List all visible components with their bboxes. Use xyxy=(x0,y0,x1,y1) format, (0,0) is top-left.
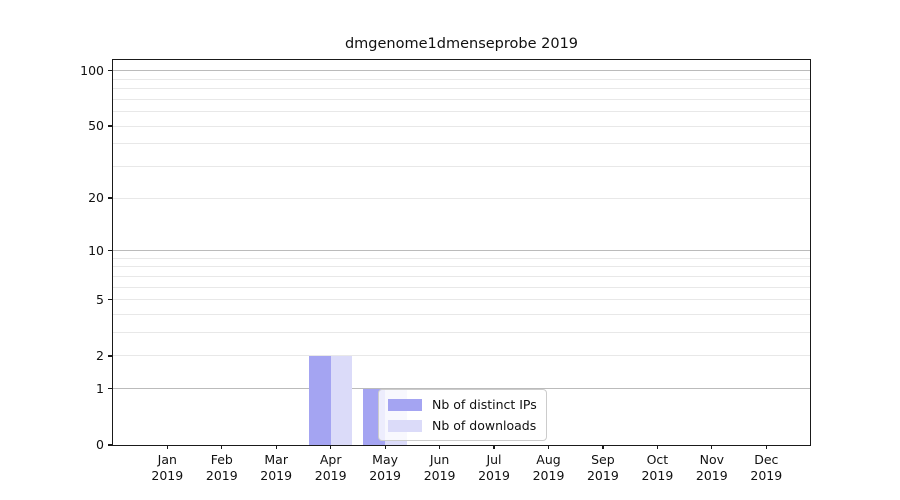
minor-gridline xyxy=(113,257,810,259)
major-gridline xyxy=(113,388,810,390)
x-tick-month: Jun xyxy=(429,452,450,467)
legend-item-downloads: Nb of downloads xyxy=(388,417,537,434)
x-tick-label-jun: Jun 2019 xyxy=(413,452,467,483)
x-tick-year: 2019 xyxy=(641,467,674,483)
y-tick-label: 2 xyxy=(96,347,104,363)
x-tick-mark xyxy=(547,445,550,449)
y-tick-label: 0 xyxy=(96,437,104,452)
y-tick-label: 5 xyxy=(96,291,104,307)
x-tick-label-oct: Oct 2019 xyxy=(630,452,684,483)
x-tick-year: 2019 xyxy=(695,467,728,483)
bar-downloads xyxy=(330,355,353,445)
y-tick-mark xyxy=(108,444,112,446)
minor-gridline xyxy=(113,125,810,127)
x-tick-label-nov: Nov 2019 xyxy=(685,452,739,483)
x-tick-mark xyxy=(765,445,767,449)
minor-gridline xyxy=(113,98,810,100)
bar-distinct-ips xyxy=(308,355,331,445)
x-tick-month: Sep xyxy=(591,452,615,467)
y-tick-label: 50 xyxy=(88,118,104,133)
x-tick-year: 2019 xyxy=(205,467,238,483)
x-tick-month: Aug xyxy=(536,452,561,467)
x-tick-month: Mar xyxy=(264,452,288,467)
minor-gridline xyxy=(113,197,810,199)
minor-gridline xyxy=(113,286,810,288)
x-tick-year: 2019 xyxy=(532,467,565,483)
x-tick-month: Jul xyxy=(486,452,502,467)
x-tick-year: 2019 xyxy=(750,467,783,483)
x-tick-year: 2019 xyxy=(314,467,347,483)
x-tick-mark xyxy=(275,445,277,449)
x-tick-month: Apr xyxy=(319,452,342,467)
minor-gridline xyxy=(113,165,810,167)
x-tick-mark xyxy=(384,445,386,449)
y-tick-label: 10 xyxy=(88,242,104,258)
x-tick-year: 2019 xyxy=(151,467,184,483)
y-tick-mark xyxy=(108,388,112,390)
plot-area: Nb of distinct IPs Nb of downloads xyxy=(112,59,811,446)
x-tick-mark xyxy=(330,445,332,449)
major-gridline xyxy=(113,70,810,72)
x-tick-mark xyxy=(221,445,223,449)
x-tick-month: Feb xyxy=(210,452,233,467)
minor-gridline xyxy=(113,332,810,333)
minor-gridline xyxy=(113,111,810,112)
y-tick-mark xyxy=(108,299,112,301)
x-tick-label-apr: Apr 2019 xyxy=(304,452,358,483)
y-tick-mark xyxy=(108,355,112,357)
x-tick-month: May xyxy=(372,452,399,467)
legend-swatch-downloads-icon xyxy=(388,419,422,432)
x-tick-mark xyxy=(602,445,604,449)
x-tick-label-may: May 2019 xyxy=(358,452,412,483)
chart-title: dmgenome1dmenseprobe 2019 xyxy=(344,36,579,52)
minor-gridline xyxy=(113,299,810,301)
x-tick-label-aug: Aug 2019 xyxy=(522,452,576,483)
y-tick-label: 100 xyxy=(80,62,104,78)
minor-gridline xyxy=(113,313,810,315)
minor-gridline xyxy=(113,266,810,268)
legend-label-distinct-ips: Nb of distinct IPs xyxy=(432,397,537,412)
x-tick-mark xyxy=(656,445,659,449)
x-tick-year: 2019 xyxy=(260,467,293,483)
y-tick-mark xyxy=(108,70,112,72)
x-tick-mark xyxy=(493,445,495,449)
x-tick-label-sep: Sep 2019 xyxy=(576,452,630,483)
major-gridline xyxy=(113,250,810,251)
x-tick-year: 2019 xyxy=(423,467,456,483)
x-tick-month: Dec xyxy=(754,452,779,467)
x-tick-month: Jan xyxy=(157,452,177,467)
y-tick-mark xyxy=(108,125,112,127)
x-tick-label-jul: Jul 2019 xyxy=(467,452,521,483)
x-tick-label-mar: Mar 2019 xyxy=(249,452,303,483)
x-tick-label-jan: Jan 2019 xyxy=(140,452,194,483)
minor-gridline xyxy=(113,355,810,357)
minor-gridline xyxy=(113,78,810,80)
minor-gridline xyxy=(113,88,810,89)
minor-gridline xyxy=(113,275,810,277)
minor-gridline xyxy=(113,143,810,145)
y-tick-label: 1 xyxy=(96,380,104,396)
y-tick-mark xyxy=(108,197,112,199)
x-tick-label-feb: Feb 2019 xyxy=(195,452,249,483)
x-tick-label-dec: Dec 2019 xyxy=(739,452,793,483)
y-tick-label: 20 xyxy=(88,190,104,205)
legend: Nb of distinct IPs Nb of downloads xyxy=(378,389,547,441)
x-tick-mark xyxy=(711,445,713,449)
x-tick-mark xyxy=(438,445,441,449)
x-tick-year: 2019 xyxy=(369,467,401,483)
x-tick-month: Nov xyxy=(699,452,724,467)
legend-label-downloads: Nb of downloads xyxy=(432,418,537,433)
x-tick-year: 2019 xyxy=(586,467,619,483)
x-tick-mark xyxy=(166,445,168,449)
x-tick-year: 2019 xyxy=(478,467,510,483)
x-tick-month: Oct xyxy=(646,452,669,467)
y-tick-mark xyxy=(108,249,112,252)
legend-item-distinct-ips: Nb of distinct IPs xyxy=(388,396,537,413)
legend-swatch-distinct-ips-icon xyxy=(388,398,422,411)
